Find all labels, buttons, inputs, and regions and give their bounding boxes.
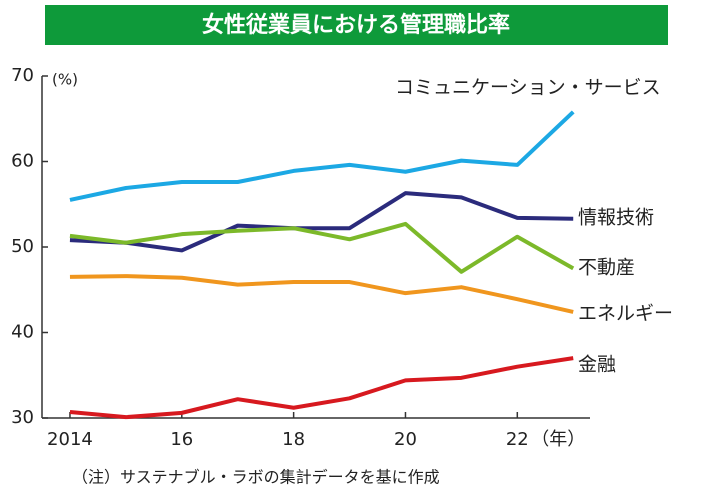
y-tick-label: 40 xyxy=(11,322,34,343)
title-banner xyxy=(45,5,668,45)
x-tick-label: 16 xyxy=(170,429,193,450)
x-unit: （年） xyxy=(531,429,585,450)
series-label: エネルギー xyxy=(578,303,673,325)
series-line xyxy=(69,356,574,420)
y-tick-label: 50 xyxy=(11,236,34,257)
series-label: 金融 xyxy=(578,354,616,376)
chart-title: 女性従業員における管理職比率 xyxy=(202,12,510,38)
y-tick-label: 30 xyxy=(11,407,34,428)
series-label: コミュニケーション・サービス xyxy=(395,77,661,99)
x-tick-label: 22 xyxy=(506,429,529,450)
y-tick-label: 70 xyxy=(11,65,34,86)
series-line xyxy=(69,221,575,274)
y-unit: (%) xyxy=(52,71,78,89)
series-line xyxy=(69,274,574,314)
x-tick-label: 20 xyxy=(394,429,417,450)
series-label: 不動産 xyxy=(578,257,635,279)
series-line xyxy=(69,110,575,202)
y-tick-label: 60 xyxy=(11,151,34,172)
series-label: 情報技術 xyxy=(578,207,654,229)
note: （注）サステナブル・ラボの集計データを基に作成 xyxy=(72,468,440,487)
series-line xyxy=(69,191,574,253)
x-tick-label: 2014 xyxy=(47,429,93,450)
x-tick-label: 18 xyxy=(282,429,305,450)
